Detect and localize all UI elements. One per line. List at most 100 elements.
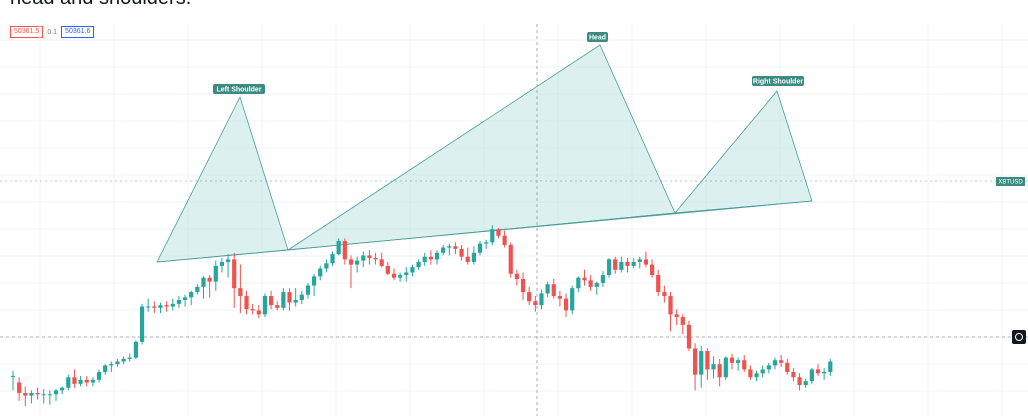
candle (570, 285, 575, 315)
candle (10, 370, 16, 391)
candle (723, 356, 728, 380)
candle (225, 254, 231, 278)
candle-body (127, 357, 132, 359)
candle-body (164, 305, 169, 307)
candle (533, 296, 538, 312)
candle (527, 286, 532, 306)
candle-body (656, 275, 661, 293)
candle-body (686, 324, 692, 349)
label-head-text: Head (589, 35, 606, 42)
candle-body (809, 369, 814, 382)
head-and-shoulders-pattern (156, 44, 813, 263)
candle (643, 251, 649, 268)
candle (219, 258, 225, 273)
ask-price[interactable]: 50361.6 (61, 26, 95, 38)
symbol-tag-text: XBTUSD (998, 180, 1023, 186)
candle-body (557, 296, 563, 299)
candle (656, 269, 661, 297)
candle-body (103, 365, 108, 373)
crosshair-icon[interactable] (1012, 330, 1026, 344)
candle (207, 275, 212, 298)
candle (471, 246, 476, 265)
candle (428, 250, 433, 265)
candle (594, 281, 599, 295)
candle-body (729, 357, 735, 363)
candle-body (711, 364, 716, 370)
candle-body (619, 261, 624, 270)
candle (434, 250, 440, 265)
spread-value: 0.1 (47, 28, 58, 36)
neckline-band (156, 200, 813, 263)
candle (385, 261, 390, 276)
candle (803, 378, 808, 388)
candle-body (471, 252, 476, 262)
candle (545, 281, 550, 298)
label-head: Head (587, 32, 608, 42)
candle-body (742, 360, 747, 370)
candle-body (447, 246, 452, 248)
candle-body (225, 259, 231, 262)
candle (109, 361, 114, 373)
candle-body (582, 277, 587, 281)
candle-body (496, 229, 501, 236)
candle (613, 256, 618, 274)
candle (293, 288, 298, 307)
candle (484, 239, 489, 249)
candle-body (318, 268, 323, 277)
candle (711, 356, 716, 379)
candle-body (299, 294, 304, 300)
candle (760, 365, 765, 378)
candle (182, 294, 188, 307)
candle (815, 364, 821, 376)
candle-body (109, 364, 114, 366)
candle-body (324, 263, 329, 269)
candle-body (268, 296, 274, 306)
candle-body (348, 259, 354, 265)
candle-body (680, 316, 685, 325)
label-left-shoulder-text: Left Shoulder (216, 87, 261, 94)
candle-body (195, 286, 200, 293)
candle (490, 225, 495, 245)
candle (299, 290, 304, 304)
candle (373, 252, 378, 265)
candle (398, 272, 403, 282)
candle (705, 348, 710, 380)
candle (41, 389, 46, 404)
candle-body (748, 369, 753, 378)
candle-body (822, 372, 827, 374)
candle-body (60, 387, 65, 391)
candle (668, 292, 673, 332)
candle (189, 290, 194, 306)
candle-body (570, 288, 575, 311)
candle (133, 340, 138, 359)
candle (582, 269, 587, 286)
candle-body (238, 288, 243, 297)
candle (35, 387, 40, 400)
candle-body (336, 241, 341, 255)
candle-body (828, 361, 833, 373)
bid-price[interactable]: 50361.5 (10, 26, 44, 38)
candle (84, 375, 89, 387)
candle (779, 354, 784, 367)
candle-body (170, 303, 175, 307)
candle (121, 356, 126, 365)
candle (170, 298, 175, 311)
candle (766, 362, 771, 374)
candle (809, 368, 814, 384)
candle (305, 282, 311, 299)
candle-body (41, 394, 46, 396)
candle-body (465, 256, 470, 262)
candle-body (84, 379, 89, 383)
candle (23, 386, 28, 407)
candle-body (428, 256, 433, 260)
candle-body (613, 259, 618, 270)
candle (287, 288, 292, 311)
candle-body (139, 306, 145, 342)
candle (631, 258, 636, 269)
candle (379, 252, 384, 268)
candle (410, 264, 415, 277)
candle (828, 358, 833, 376)
candle-body (754, 373, 759, 378)
candle-body (330, 254, 335, 264)
